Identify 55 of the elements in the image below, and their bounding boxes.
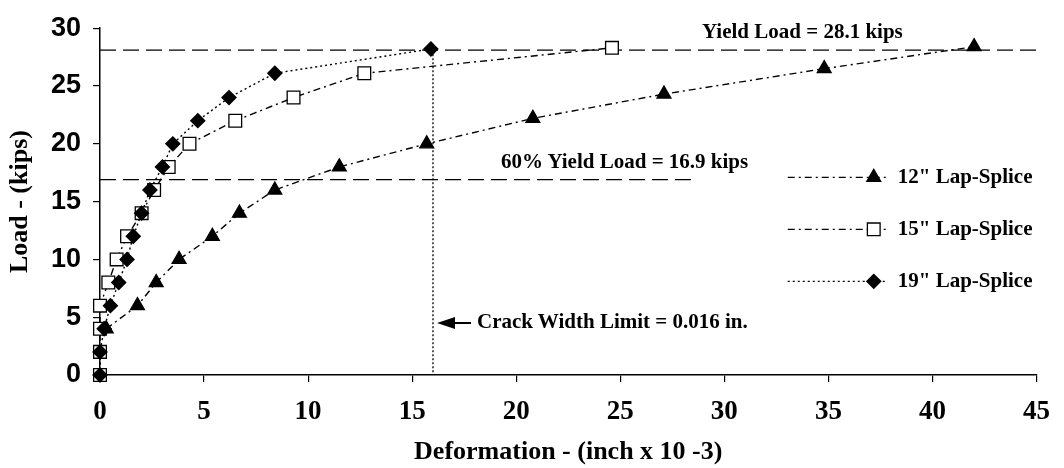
point: [423, 41, 439, 57]
point: [125, 228, 141, 244]
point: [119, 251, 135, 268]
annotation: Crack Width Limit = 0.016 in.: [476, 309, 748, 334]
point: [357, 66, 372, 81]
y-tick-label: 10: [50, 242, 81, 273]
point: [228, 113, 243, 128]
x-tick-label: 40: [918, 395, 946, 426]
y-tick-label: 25: [50, 69, 81, 100]
x-tick-label: 25: [606, 395, 634, 426]
point: [267, 181, 283, 195]
y-tick-label: 0: [65, 358, 81, 389]
point: [182, 136, 197, 151]
point: [111, 274, 127, 291]
x-tick-label: 10: [294, 395, 322, 426]
x-tick-label: 35: [814, 395, 842, 426]
point: [102, 297, 119, 314]
ref-line-label: 60% Yield Load = 16.9 kips: [500, 148, 749, 173]
y-tick-label: 30: [50, 11, 81, 42]
y-tick-label: 15: [50, 185, 81, 216]
point: [525, 109, 541, 124]
y-tick-label: 20: [50, 127, 81, 158]
point: [204, 227, 220, 241]
point: [816, 60, 832, 74]
point: [231, 204, 248, 218]
point: [419, 135, 435, 149]
point: [148, 273, 164, 288]
point: [656, 85, 672, 99]
point: [331, 158, 347, 172]
point: [154, 159, 171, 175]
x-tick-label: 0: [93, 395, 107, 426]
point: [267, 65, 283, 81]
x-tick-label: 30: [710, 395, 738, 426]
legend-label: 12" Lap-Splice: [897, 163, 1033, 188]
legend-label: 19" Lap-Splice: [897, 267, 1033, 292]
point: [604, 40, 619, 55]
y-tick-label: 5: [65, 300, 81, 331]
x-tick-label: 45: [1023, 395, 1050, 426]
legend-label: 15" Lap-Splice: [897, 215, 1033, 240]
x-tick-label: 5: [197, 395, 211, 426]
ref-line-label: Yield Load = 28.1 kips: [701, 19, 903, 44]
x-tick-label: 15: [398, 395, 426, 426]
x-axis-title: Deformation - (inch x 10 -3): [414, 436, 723, 466]
point: [966, 38, 982, 52]
point: [171, 250, 187, 265]
point: [92, 298, 108, 313]
y-axis-title: Load - (kips): [4, 130, 34, 274]
point: [286, 90, 301, 105]
point: [190, 113, 206, 129]
x-tick-label: 20: [502, 395, 530, 426]
point: [129, 296, 146, 311]
point: [165, 136, 181, 152]
point: [101, 275, 116, 290]
point: [221, 89, 237, 106]
point: [142, 182, 158, 198]
